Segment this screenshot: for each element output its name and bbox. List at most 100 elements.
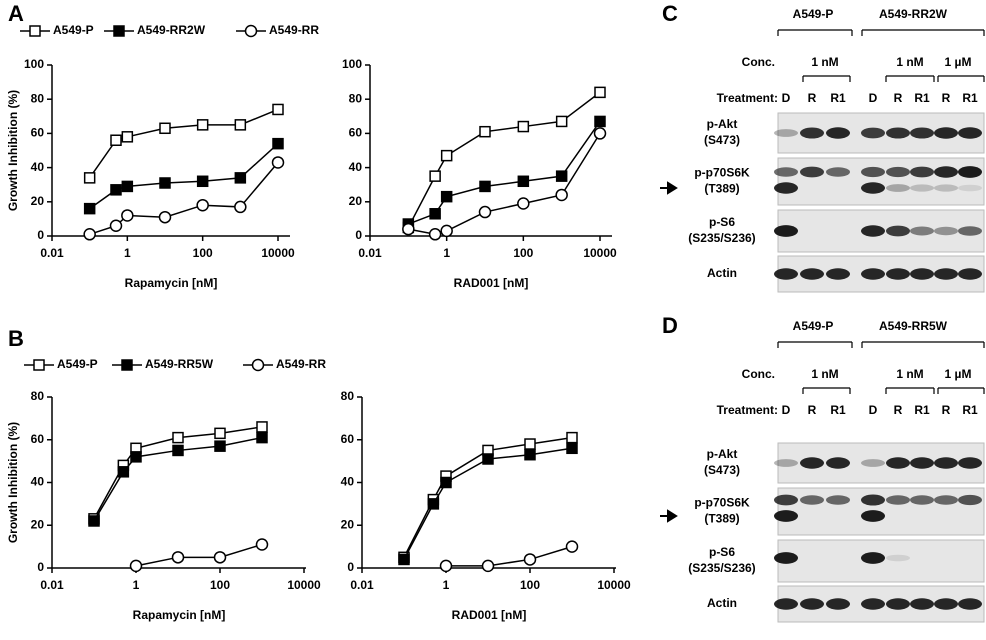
marker bbox=[256, 431, 268, 444]
x-tick-label: 100 bbox=[210, 578, 230, 592]
x-tick-label: 0.01 bbox=[350, 578, 374, 592]
panel-letter: D bbox=[662, 313, 678, 338]
series-line bbox=[93, 436, 263, 522]
x-tick-label: 1 bbox=[124, 246, 131, 260]
band bbox=[774, 552, 798, 564]
marker bbox=[517, 175, 530, 188]
marker bbox=[29, 25, 41, 37]
lane-label: R1 bbox=[914, 91, 930, 105]
band bbox=[958, 226, 982, 236]
x-tick-label: 1 bbox=[443, 578, 450, 592]
panel-letter: B bbox=[8, 326, 24, 351]
row-label: (T389) bbox=[704, 182, 739, 196]
x-tick-label: 100 bbox=[513, 246, 533, 260]
treatment-label: Treatment: bbox=[717, 403, 778, 417]
marker bbox=[440, 190, 453, 203]
y-tick-label: 60 bbox=[349, 126, 363, 140]
marker bbox=[109, 219, 123, 232]
x-tick-label: 1 bbox=[133, 578, 140, 592]
band bbox=[826, 457, 850, 469]
band bbox=[934, 457, 958, 469]
row-label: p-p70S6K bbox=[694, 166, 750, 180]
lane-label: R bbox=[894, 91, 903, 105]
marker bbox=[121, 131, 134, 143]
band bbox=[958, 184, 982, 192]
band bbox=[886, 554, 910, 562]
y-tick-label: 40 bbox=[31, 160, 45, 174]
panel-letter: C bbox=[662, 1, 678, 26]
conc-value: 1 nM bbox=[811, 55, 838, 69]
marker bbox=[251, 358, 265, 372]
row-label: p-p70S6K bbox=[694, 496, 750, 510]
band bbox=[934, 268, 958, 280]
x-axis-label: RAD001 [nM] bbox=[452, 608, 527, 622]
marker bbox=[593, 127, 607, 140]
x-tick-label: 1 bbox=[443, 246, 450, 260]
y-tick-label: 40 bbox=[349, 160, 363, 174]
blot-strip bbox=[777, 487, 985, 536]
lane-label: R bbox=[808, 91, 817, 105]
band bbox=[934, 184, 958, 192]
y-tick-label: 20 bbox=[349, 194, 363, 208]
y-tick-label: 0 bbox=[37, 228, 44, 242]
row-label: Actin bbox=[707, 596, 737, 610]
band bbox=[910, 166, 934, 178]
band bbox=[934, 495, 958, 505]
band bbox=[861, 268, 885, 280]
marker bbox=[256, 421, 268, 433]
x-tick-label: 0.01 bbox=[40, 578, 64, 592]
marker bbox=[402, 222, 415, 236]
marker bbox=[566, 442, 578, 455]
band bbox=[774, 182, 798, 194]
series-line bbox=[446, 545, 573, 567]
marker bbox=[172, 444, 184, 457]
y-tick-label: 80 bbox=[341, 389, 355, 403]
marker bbox=[555, 188, 568, 202]
y-tick-label: 80 bbox=[349, 91, 363, 105]
row-label: (T389) bbox=[704, 512, 739, 526]
y-tick-label: 40 bbox=[341, 475, 355, 489]
marker bbox=[196, 175, 209, 188]
band bbox=[826, 268, 850, 280]
marker bbox=[271, 156, 285, 169]
marker bbox=[429, 170, 441, 182]
y-tick-label: 20 bbox=[341, 517, 355, 531]
band bbox=[774, 268, 798, 280]
x-tick-label: 100 bbox=[193, 246, 213, 260]
band bbox=[861, 510, 885, 522]
treatment-label: Treatment: bbox=[717, 91, 778, 105]
marker bbox=[481, 559, 495, 573]
band bbox=[886, 184, 910, 192]
marker bbox=[121, 180, 134, 193]
marker bbox=[478, 205, 492, 219]
marker bbox=[524, 438, 536, 450]
y-tick-label: 80 bbox=[31, 91, 45, 105]
marker bbox=[272, 137, 284, 150]
band bbox=[958, 598, 982, 610]
band bbox=[910, 598, 934, 610]
band bbox=[774, 129, 798, 137]
marker bbox=[234, 172, 247, 184]
marker bbox=[523, 553, 537, 566]
marker bbox=[196, 119, 209, 131]
marker bbox=[110, 134, 122, 146]
conc-value: 1 nM bbox=[811, 367, 838, 381]
y-tick-label: 60 bbox=[31, 432, 45, 446]
band bbox=[861, 225, 885, 237]
arrow bbox=[660, 509, 678, 523]
blot-strip bbox=[777, 157, 985, 206]
band bbox=[774, 459, 798, 467]
marker bbox=[117, 466, 130, 478]
marker bbox=[594, 115, 606, 128]
marker bbox=[272, 103, 284, 116]
lane-label: R bbox=[894, 403, 903, 417]
row-label: (S473) bbox=[704, 133, 740, 147]
y-tick-label: 20 bbox=[31, 194, 45, 208]
row-label: Actin bbox=[707, 266, 737, 280]
band bbox=[861, 127, 885, 139]
band bbox=[861, 598, 885, 610]
marker bbox=[566, 431, 578, 444]
band bbox=[861, 552, 885, 564]
legend-label: A549-P bbox=[53, 23, 94, 37]
marker bbox=[565, 540, 579, 553]
